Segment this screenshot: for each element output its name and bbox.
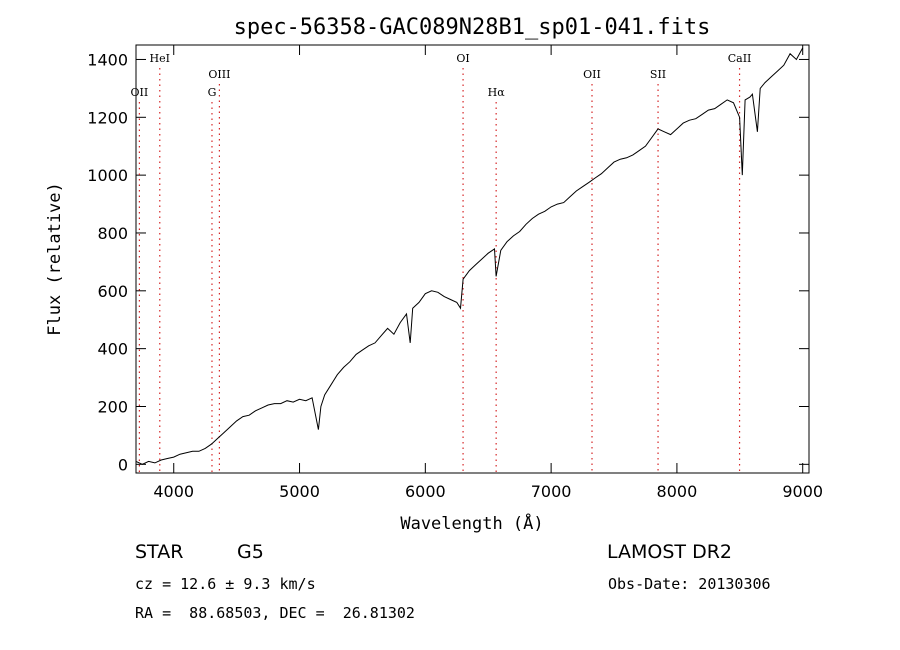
x-tick-label: 6000 <box>405 482 446 501</box>
object-subclass: G5 <box>237 541 264 563</box>
line-marker-label: HeI <box>150 52 170 65</box>
plot-frame <box>135 44 810 474</box>
y-tick-label: 600 <box>97 282 128 301</box>
y-tick-label: 200 <box>97 397 128 416</box>
line-marker-label: Hα <box>488 86 506 99</box>
y-tick-label: 1200 <box>87 108 128 127</box>
x-tick-label: 9000 <box>782 482 823 501</box>
x-tick-label: 8000 <box>657 482 698 501</box>
x-tick-label: 4000 <box>153 482 194 501</box>
spectrum-line <box>135 47 804 465</box>
line-marker-label: OII <box>131 86 149 99</box>
x-axis-label: Wavelength (Å) <box>400 512 543 534</box>
object-type: STAR <box>135 541 184 563</box>
x-tick-label: 7000 <box>531 482 572 501</box>
data-release: LAMOST DR2 <box>607 541 732 563</box>
y-tick-label: 800 <box>97 224 128 243</box>
line-marker-label: G <box>208 86 217 99</box>
line-marker-label: OII <box>583 68 601 81</box>
y-tick-label: 0 <box>118 455 128 474</box>
redshift-value: cz = 12.6 ± 9.3 km/s <box>135 575 316 593</box>
spectral-line-markers: OII HeI OIII G OI Hα OII SII CaII <box>131 52 752 473</box>
axis-ticks: 4000 5000 6000 7000 8000 9000 0 200 400 600 800 100… <box>87 45 823 501</box>
spectrum-curve-group <box>135 47 804 465</box>
line-marker-label: CaII <box>728 52 752 65</box>
coordinates: RA = 88.68503, DEC = 26.81302 <box>135 604 415 622</box>
observation-date: Obs-Date: 20130306 <box>608 575 771 593</box>
y-tick-label: 1000 <box>87 166 128 185</box>
line-marker-label: OI <box>456 52 469 65</box>
x-tick-label: 5000 <box>279 482 320 501</box>
chart-title: spec-56358-GAC089N28B1_sp01-041.fits <box>234 15 711 40</box>
line-marker-label: SII <box>650 68 666 81</box>
y-tick-label: 400 <box>97 340 128 359</box>
line-marker-label: OIII <box>208 68 230 81</box>
y-axis-label: Flux (relative) <box>45 182 65 336</box>
y-tick-label: 1400 <box>87 50 128 69</box>
